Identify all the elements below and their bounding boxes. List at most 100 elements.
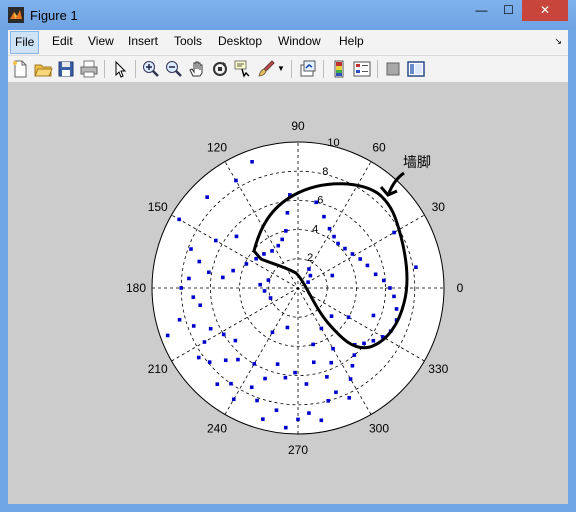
menu-tools[interactable]: Tools	[174, 34, 203, 48]
hide-plot-tools-icon[interactable]	[383, 59, 403, 79]
data-point	[244, 262, 249, 266]
radius-tick-label: 4	[312, 223, 318, 235]
angle-tick-label: 120	[207, 141, 227, 155]
colorbar-icon[interactable]	[329, 59, 349, 79]
data-point	[329, 314, 334, 318]
angle-tick-label: 330	[428, 362, 448, 376]
data-point	[319, 326, 324, 331]
menu-file[interactable]: File	[10, 31, 40, 54]
angle-tick-label: 180	[126, 281, 146, 295]
edit-plot-arrow-icon[interactable]	[110, 59, 130, 79]
minimize-button[interactable]: —	[475, 3, 488, 17]
window-title: Figure 1	[30, 8, 78, 23]
data-point	[198, 303, 203, 308]
data-point	[208, 326, 213, 331]
data-point	[306, 280, 310, 284]
pan-hand-icon[interactable]	[187, 59, 207, 79]
menu-view[interactable]: View	[88, 34, 114, 48]
data-point	[348, 377, 353, 381]
print-icon[interactable]	[79, 59, 99, 79]
data-point	[327, 226, 332, 231]
data-point	[250, 159, 254, 164]
data-point	[352, 353, 357, 357]
data-point	[221, 275, 225, 280]
radius-tick-label: 8	[322, 166, 328, 178]
menu-bar: File Edit View Insert Tools Desktop Wind…	[8, 30, 568, 56]
angle-tick-label: 210	[148, 362, 168, 376]
window-bottom-border	[0, 504, 576, 512]
data-point	[284, 229, 288, 233]
zoom-out-icon[interactable]	[164, 59, 184, 79]
data-point	[255, 398, 259, 403]
save-icon[interactable]	[56, 59, 76, 79]
data-point	[346, 315, 351, 319]
menu-insert[interactable]: Insert	[128, 34, 159, 48]
data-point	[283, 375, 288, 380]
show-plot-tools-icon[interactable]	[406, 59, 426, 79]
link-plot-icon[interactable]	[298, 59, 318, 79]
new-figure-icon[interactable]	[10, 59, 30, 79]
open-file-icon[interactable]	[33, 59, 53, 79]
toolbar-separator	[377, 60, 378, 78]
data-point	[187, 276, 191, 281]
close-button[interactable]: ✕	[522, 0, 568, 21]
data-point	[285, 325, 290, 330]
data-point	[380, 335, 385, 339]
menu-edit[interactable]: Edit	[52, 34, 73, 48]
zoom-in-icon[interactable]	[141, 59, 161, 79]
data-point	[388, 286, 392, 290]
data-point	[275, 362, 280, 366]
data-point	[311, 342, 315, 347]
data-point	[350, 252, 355, 256]
data-point	[262, 252, 266, 256]
angle-tick-label: 0	[457, 281, 464, 295]
data-point	[311, 360, 316, 365]
figure-canvas[interactable]: 0 30 60 90 120 150 180 210 240 270 300 330 2 4 6 8 10 墙脚	[8, 83, 568, 504]
data-point	[234, 178, 238, 183]
data-cursor-icon[interactable]	[233, 59, 253, 79]
data-point	[371, 338, 376, 343]
freehand-outline	[252, 182, 409, 350]
data-point	[304, 382, 309, 386]
polar-plot[interactable]: 0 30 60 90 120 150 180 210 240 270 300 330 2 4 6 8 10 墙脚	[8, 83, 568, 504]
angle-tick-label: 30	[432, 200, 446, 214]
data-point	[307, 411, 311, 415]
menu-help[interactable]: Help	[339, 34, 364, 48]
data-point	[307, 267, 311, 271]
data-point	[343, 246, 347, 251]
toolbar-separator	[291, 60, 292, 78]
data-point	[179, 286, 183, 290]
maximize-button[interactable]: ☐	[503, 3, 514, 17]
menu-window[interactable]: Window	[278, 34, 321, 48]
scatter-points	[165, 159, 418, 430]
data-point	[229, 381, 233, 386]
data-point	[205, 195, 209, 199]
data-point	[322, 214, 326, 219]
data-point	[319, 418, 324, 423]
legend-icon[interactable]	[352, 59, 372, 79]
title-bar[interactable]: Figure 1 — ☐ ✕	[0, 0, 576, 30]
data-point	[334, 390, 338, 395]
data-point	[285, 211, 290, 215]
data-point	[362, 341, 366, 346]
menu-desktop[interactable]: Desktop	[218, 34, 263, 48]
data-point	[223, 358, 228, 363]
menu-dock-arrow-icon[interactable]: ↘	[554, 36, 562, 46]
data-point	[234, 234, 239, 239]
data-point	[329, 360, 334, 365]
data-point	[288, 193, 292, 197]
data-point	[263, 376, 267, 381]
data-point	[283, 425, 288, 430]
data-point	[196, 355, 201, 360]
angle-tick-label: 150	[148, 200, 168, 214]
data-point	[236, 357, 240, 362]
figure-toolbar: ▼	[8, 56, 568, 83]
data-point	[231, 268, 235, 273]
data-point	[336, 241, 340, 246]
brush-dropdown-icon[interactable]: ▼	[277, 64, 285, 73]
brush-icon[interactable]	[256, 59, 276, 79]
data-point	[202, 340, 207, 344]
rotate-3d-icon[interactable]	[210, 59, 230, 79]
data-point	[392, 294, 396, 299]
data-point	[231, 397, 236, 402]
